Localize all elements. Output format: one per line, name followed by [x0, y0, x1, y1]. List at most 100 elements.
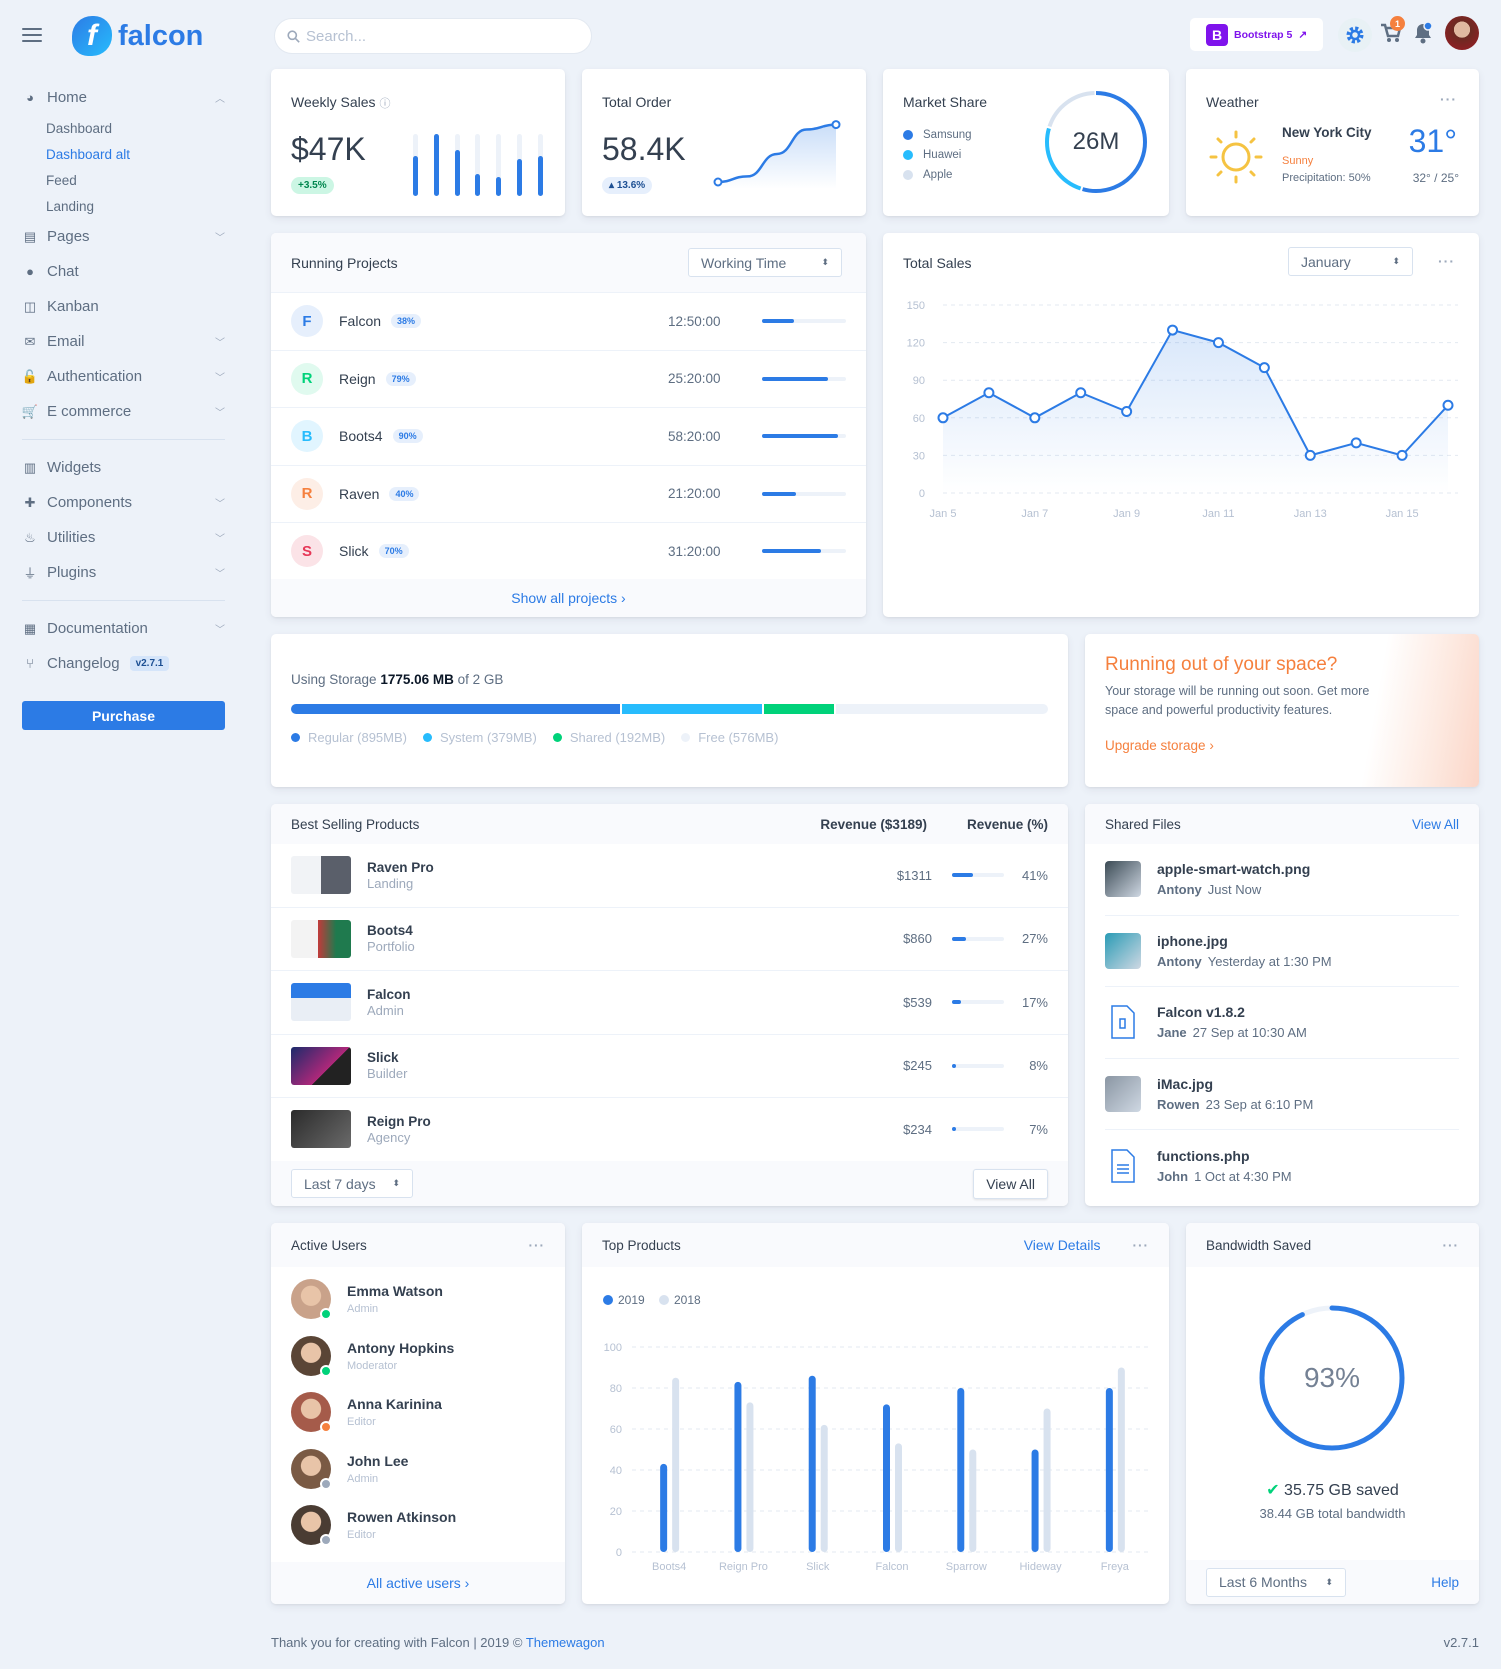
user-row[interactable]: Antony Hopkins Moderator [271, 1328, 565, 1385]
user-name[interactable]: Anna Karinina [347, 1396, 442, 1413]
sidebar-item-email[interactable]: ✉ Email ﹀ [22, 324, 225, 359]
show-all-projects-link[interactable]: Show all projects › [511, 590, 626, 606]
bootstrap5-link[interactable]: B Bootstrap 5 ↗ [1190, 18, 1323, 51]
file-row[interactable]: apple-smart-watch.png Antony Just Now [1105, 844, 1459, 916]
sidebar-item-changelog[interactable]: ⑂ Changelog v2.7.1 [22, 646, 225, 681]
more-options-icon[interactable]: ··· [1440, 91, 1457, 107]
product-row[interactable]: Slick Builder $245 8% [271, 1035, 1068, 1098]
sidebar-item-utilities[interactable]: ♨ Utilities ﹀ [22, 520, 225, 555]
bar-2019-hideway[interactable] [1031, 1449, 1039, 1553]
sales-point[interactable] [1167, 324, 1179, 336]
bar-2019-reign-pro[interactable] [734, 1381, 742, 1552]
purchase-button[interactable]: Purchase [22, 701, 225, 730]
working-time-select[interactable]: Working Time ⬍ [688, 248, 842, 277]
file-name[interactable]: iphone.jpg [1157, 932, 1228, 949]
bar-2018-reign-pro[interactable] [746, 1402, 754, 1552]
file-row[interactable]: Falcon v1.8.2 Jane 27 Sep at 10:30 AM [1105, 987, 1459, 1059]
sidebar-item-authentication[interactable]: 🔓 Authentication ﹀ [22, 359, 225, 394]
product-row[interactable]: Boots4 Portfolio $860 27% [271, 908, 1068, 971]
legend-label[interactable]: 2018 [674, 1293, 701, 1307]
file-name[interactable]: Falcon v1.8.2 [1157, 1004, 1245, 1021]
legend-label[interactable]: 2019 [618, 1293, 645, 1307]
sales-point[interactable] [1442, 399, 1454, 411]
file-row[interactable]: iMac.jpg Rowen 23 Sep at 6:10 PM [1105, 1059, 1459, 1130]
project-row[interactable]: R Raven 40% 21:20:00 [271, 466, 866, 523]
more-options-icon[interactable]: ··· [528, 1237, 545, 1253]
sidebar-subitem-dashboard-alt[interactable]: Dashboard alt [46, 146, 131, 162]
sales-point[interactable] [1258, 362, 1270, 374]
sidebar-item-widgets[interactable]: ▥ Widgets [22, 450, 225, 485]
user-avatar[interactable] [1445, 16, 1479, 50]
sales-point[interactable] [1075, 387, 1087, 399]
product-row[interactable]: Reign Pro Agency $234 7% [271, 1098, 1068, 1162]
sidebar-item-plugins[interactable]: ⏚ Plugins ﹀ [22, 555, 225, 590]
sidebar-subitem-feed[interactable]: Feed [46, 172, 77, 188]
sales-point[interactable] [1304, 449, 1316, 461]
bar-2018-sparrow[interactable] [969, 1449, 977, 1553]
file-row[interactable]: functions.php John 1 Oct at 4:30 PM [1105, 1130, 1459, 1202]
view-details-link[interactable]: View Details [1023, 1237, 1101, 1253]
cart-button[interactable]: 1 [1380, 16, 1405, 47]
sidebar-subitem-landing[interactable]: Landing [46, 198, 95, 214]
sidebar-item-components[interactable]: ✚ Components ﹀ [22, 485, 225, 520]
user-name[interactable]: John Lee [347, 1452, 409, 1469]
shared-files-view-all-link[interactable]: View All [1411, 816, 1459, 832]
bar-2019-boots4[interactable] [660, 1463, 668, 1552]
more-options-icon[interactable]: ··· [1132, 1237, 1149, 1253]
bar-2018-freya[interactable] [1117, 1367, 1125, 1553]
bar-2019-freya[interactable] [1105, 1388, 1113, 1552]
file-name[interactable]: iMac.jpg [1157, 1075, 1214, 1092]
product-name[interactable]: Raven Pro [367, 859, 434, 875]
sales-point[interactable] [1029, 412, 1041, 424]
view-all-button[interactable]: View All [973, 1168, 1048, 1199]
themewagon-link[interactable]: Themewagon [525, 1635, 605, 1650]
help-link[interactable]: Help [1431, 1574, 1459, 1590]
date-range-select[interactable]: Last 7 days ⬍ [291, 1169, 413, 1198]
all-active-users-link[interactable]: All active users › [366, 1575, 470, 1591]
product-name[interactable]: Falcon [367, 986, 411, 1002]
sidebar-item-chat[interactable]: ● Chat [22, 254, 225, 289]
product-row[interactable]: Raven Pro Landing $1311 41% [271, 844, 1068, 908]
file-name[interactable]: apple-smart-watch.png [1157, 861, 1311, 878]
sidebar-item-pages[interactable]: ▤ Pages ﹀ [22, 219, 225, 254]
project-row[interactable]: R Reign 79% 25:20:00 [271, 351, 866, 408]
menu-toggle-icon[interactable] [22, 28, 42, 44]
more-options-icon[interactable]: ··· [1442, 1237, 1459, 1253]
bar-2019-slick[interactable] [808, 1375, 816, 1552]
user-row[interactable]: John Lee Admin [271, 1441, 565, 1498]
project-row[interactable]: B Boots4 90% 58:20:00 [271, 408, 866, 466]
user-name[interactable]: Emma Watson [347, 1283, 443, 1300]
sidebar-item-home[interactable]: ◕ Home ︿ [22, 80, 225, 115]
bar-2018-hideway[interactable] [1043, 1408, 1051, 1553]
sales-point[interactable] [1396, 449, 1408, 461]
product-name[interactable]: Reign Pro [367, 1113, 431, 1129]
sidebar-subitem-dashboard[interactable]: Dashboard [46, 120, 113, 136]
search-input[interactable] [306, 27, 566, 45]
sales-point[interactable] [1350, 437, 1362, 449]
user-name[interactable]: Antony Hopkins [347, 1339, 455, 1356]
month-select[interactable]: January ⬍ [1288, 247, 1413, 276]
bar-2018-slick[interactable] [820, 1424, 828, 1552]
user-name[interactable]: Rowen Atkinson [347, 1509, 457, 1526]
project-row[interactable]: S Slick 70% 31:20:00 [271, 523, 866, 581]
file-row[interactable]: iphone.jpg Antony Yesterday at 1:30 PM [1105, 916, 1459, 987]
sidebar-item-e-commerce[interactable]: 🛒 E commerce ﹀ [22, 394, 225, 429]
question-circle-icon[interactable]: ⓘ [379, 98, 391, 110]
upgrade-storage-link[interactable]: Upgrade storage › [1105, 738, 1214, 753]
project-row[interactable]: F Falcon 38% 12:50:00 [271, 293, 866, 351]
sales-point[interactable] [937, 412, 949, 424]
sales-point[interactable] [983, 387, 995, 399]
search-box[interactable] [274, 18, 592, 54]
file-name[interactable]: functions.php [1157, 1147, 1250, 1164]
period-select[interactable]: Last 6 Months ⬍ [1206, 1567, 1346, 1597]
user-row[interactable]: Rowen Atkinson Editor [271, 1497, 565, 1554]
logo[interactable]: f falcon [72, 16, 203, 56]
product-name[interactable]: Slick [367, 1050, 399, 1066]
product-name[interactable]: Boots4 [367, 923, 413, 939]
user-row[interactable]: Anna Karinina Editor [271, 1384, 565, 1441]
more-options-icon[interactable]: ··· [1438, 253, 1455, 269]
bar-2018-boots4[interactable] [672, 1377, 680, 1552]
sales-point[interactable] [1121, 406, 1133, 418]
sidebar-item-documentation[interactable]: ▦ Documentation ﹀ [22, 611, 225, 646]
user-row[interactable]: Emma Watson Admin [271, 1271, 565, 1328]
